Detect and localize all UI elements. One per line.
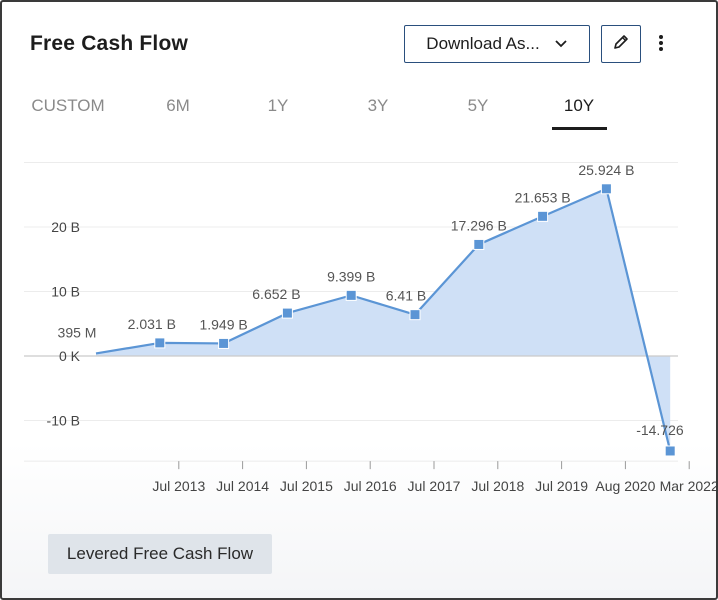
chevron-down-icon [554,39,568,49]
pencil-icon [611,32,631,57]
free-cash-flow-chart: -10 B 0 K 10 B 20 B Jul 2013 Jul 2014 Jul 2015… [24,162,716,494]
x-tick-label: Jul 2015 [280,478,333,494]
data-label: -14.726 [636,422,684,438]
data-point-marker [281,307,293,319]
legend-label: Levered Free Cash Flow [66,544,254,563]
tab-1y[interactable]: 1Y [267,96,289,115]
active-tab-indicator [552,127,607,130]
data-label: 21.653 B [515,189,571,205]
tab-6m[interactable]: 6M [166,96,190,115]
x-tick-label: Jul 2016 [344,478,397,494]
data-point-marker [537,210,549,222]
x-tick-label: Jul 2018 [471,478,524,494]
tab-5y[interactable]: 5Y [467,96,489,115]
tab-custom[interactable]: CUSTOM [31,96,105,115]
tab-10y[interactable]: 10Y [563,96,595,115]
data-point-marker [664,445,676,457]
data-label: 1.949 B [199,316,247,332]
y-tick-label: -10 B [47,413,80,429]
data-point-marker [345,289,357,301]
data-label: 17.296 B [451,217,507,233]
y-tick-label: 20 B [51,219,80,235]
period-tabs: CUSTOM 6M 1Y 3Y 5Y 10Y [2,92,716,132]
download-as-label: Download As... [426,34,540,53]
x-tick-label: Aug 2020 [595,478,655,494]
x-tick-label: Jul 2017 [408,478,461,494]
download-as-button[interactable]: Download As... [404,25,590,63]
x-tick-label: Mar 2022 [660,478,716,494]
tab-3y[interactable]: 3Y [367,96,389,115]
x-tick-label: Jul 2013 [152,478,205,494]
data-point-marker [473,238,485,250]
data-point-marker [154,337,166,349]
data-label: 6.41 B [386,288,426,304]
x-tick-label: Jul 2014 [216,478,269,494]
card-title: Free Cash Flow [30,32,189,55]
edit-button[interactable] [601,25,641,63]
y-tick-label: 0 K [59,348,81,364]
area-fill [96,188,671,451]
data-label: 25.924 B [578,162,634,178]
series-line [95,187,672,452]
more-options-button[interactable] [650,27,672,63]
x-tick-label: Jul 2019 [535,478,588,494]
data-label: 395 M [58,324,97,340]
more-vertical-icon [658,33,664,58]
data-point-marker [218,337,230,349]
y-tick-label: 10 B [51,284,80,300]
data-label: 6.652 B [252,286,300,302]
legend-levered-free-cash-flow[interactable]: Levered Free Cash Flow [48,534,272,574]
data-point-marker [409,309,421,321]
data-point-marker [600,183,612,195]
data-label: 2.031 B [128,316,176,332]
data-label: 9.399 B [327,268,375,284]
